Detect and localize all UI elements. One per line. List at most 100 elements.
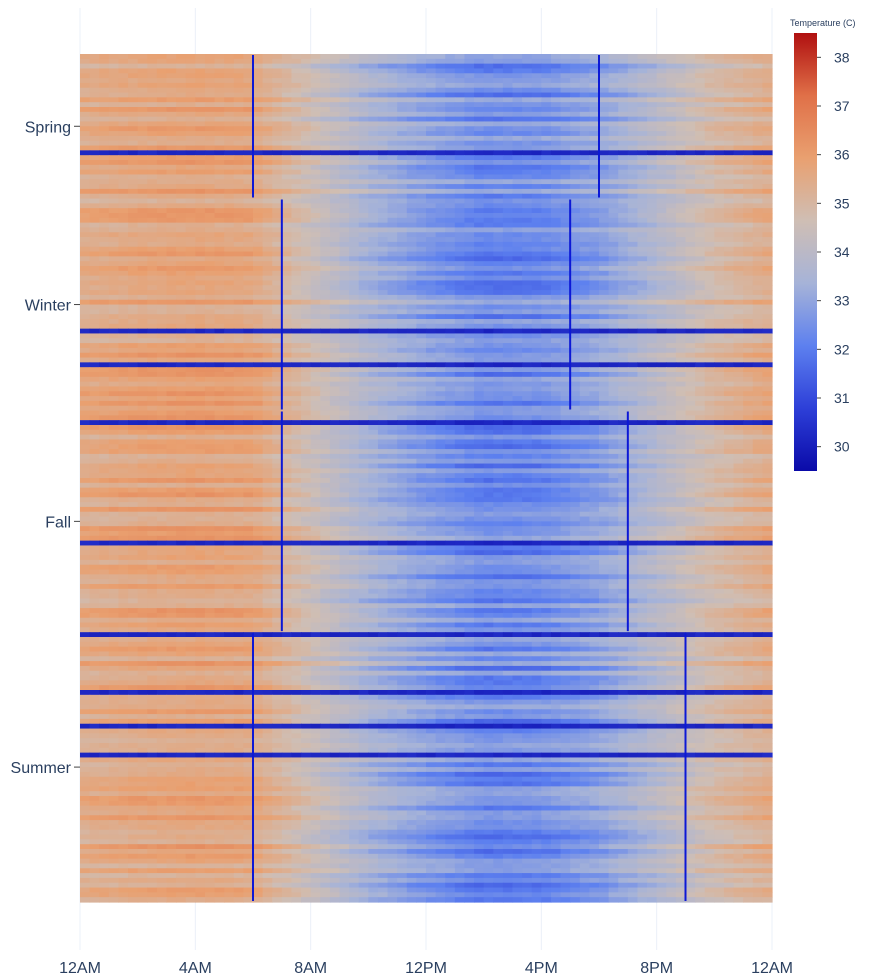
heatmap-cell [166,169,177,176]
heatmap-cell [147,116,158,123]
heatmap-cell [195,63,206,70]
heatmap-cell [406,309,417,315]
heatmap-cell [118,357,129,363]
heatmap-cell [589,357,600,363]
heatmap-row [80,102,773,108]
heatmap-cell [195,116,206,123]
heatmap-cell [723,372,735,378]
heatmap-cell [541,376,552,383]
heatmap-cell [291,217,302,224]
heatmap-cell [502,82,514,89]
heatmap-cell [281,343,293,349]
heatmap-cell [147,213,158,219]
heatmap-cell [579,208,590,214]
heatmap-cell [531,140,542,147]
heatmap-cell [579,188,590,195]
heatmap-cell [99,68,110,74]
heatmap-cell [147,314,158,320]
heatmap-cell [704,54,715,60]
heatmap-cell [695,347,706,354]
heatmap-cell [743,246,754,253]
heatmap-cell [128,270,139,277]
heatmap-cell [310,376,321,383]
heatmap-cell [80,179,91,185]
heatmap-cell [599,150,610,156]
heatmap-cell [166,304,177,310]
heatmap-cell [243,217,254,224]
heatmap-cell [368,78,379,84]
heatmap-cell [406,299,417,306]
heatmap-cell [329,155,341,161]
heatmap-cell [214,343,225,349]
heatmap-cell [752,280,763,286]
heatmap-cell [627,78,639,84]
heatmap-cell [474,155,485,161]
heatmap-cell [377,333,389,339]
heatmap-cell [166,343,177,349]
heatmap-cell [752,343,763,349]
heatmap-cell [483,116,494,123]
heatmap-cell [512,160,523,166]
heatmap-cell [570,319,581,325]
heatmap-cell [253,198,264,204]
heatmap-cell [243,275,254,282]
heatmap-cell [426,145,437,151]
heatmap-cell [166,261,177,267]
heatmap-cell [426,116,437,123]
heatmap-cell [108,232,120,238]
heatmap-cell [762,164,773,171]
heatmap-cell [560,347,571,354]
heatmap-cell [618,237,629,243]
heatmap-cell [166,92,177,98]
heatmap-cell [426,232,437,238]
heatmap-cell [474,314,485,320]
heatmap-cell [291,362,302,368]
heatmap-cell [108,367,120,373]
heatmap-cell [243,58,254,65]
heatmap-cell [589,179,600,185]
heatmap-cell [272,87,283,94]
heatmap-cell [579,140,590,147]
heatmap-cell [656,184,667,190]
heatmap-cell [560,338,571,344]
heatmap-cell [281,381,293,388]
heatmap-cell [435,241,446,248]
heatmap-cell [493,184,504,190]
heatmap-cell [704,97,715,103]
heatmap-cell [502,347,514,354]
heatmap-cell [695,275,706,282]
heatmap-cell [714,352,725,359]
heatmap-cell [262,241,273,248]
heatmap-cell [723,174,735,180]
heatmap-cell [685,338,696,344]
heatmap-cell [714,372,725,378]
heatmap-cell [176,140,187,147]
heatmap-cell [291,304,302,310]
heatmap-cell [224,285,235,291]
heatmap-cell [656,145,667,151]
heatmap-cell [291,222,302,229]
heatmap-cell [570,68,581,74]
heatmap-cell [185,78,196,84]
heatmap-cell [464,155,475,161]
heatmap-cell [579,333,590,339]
heatmap-cell [637,102,648,108]
heatmap-cell [685,347,696,354]
heatmap-cell [464,270,475,277]
heatmap-cell [320,294,331,301]
heatmap-cell [502,68,514,74]
heatmap-cell [406,266,417,272]
heatmap-cell [214,111,225,118]
heatmap-cell [608,184,619,190]
heatmap-cell [752,58,763,65]
heatmap-cell [108,68,120,74]
heatmap-cell [233,222,244,229]
heatmap-cell [608,82,619,89]
heatmap-cell [445,68,456,74]
heatmap-cell [599,179,610,185]
heatmap-cell [358,217,369,224]
heatmap-cell [89,357,100,363]
heatmap-cell [195,256,206,262]
heatmap-cell [608,275,619,282]
heatmap-cell [723,78,735,84]
